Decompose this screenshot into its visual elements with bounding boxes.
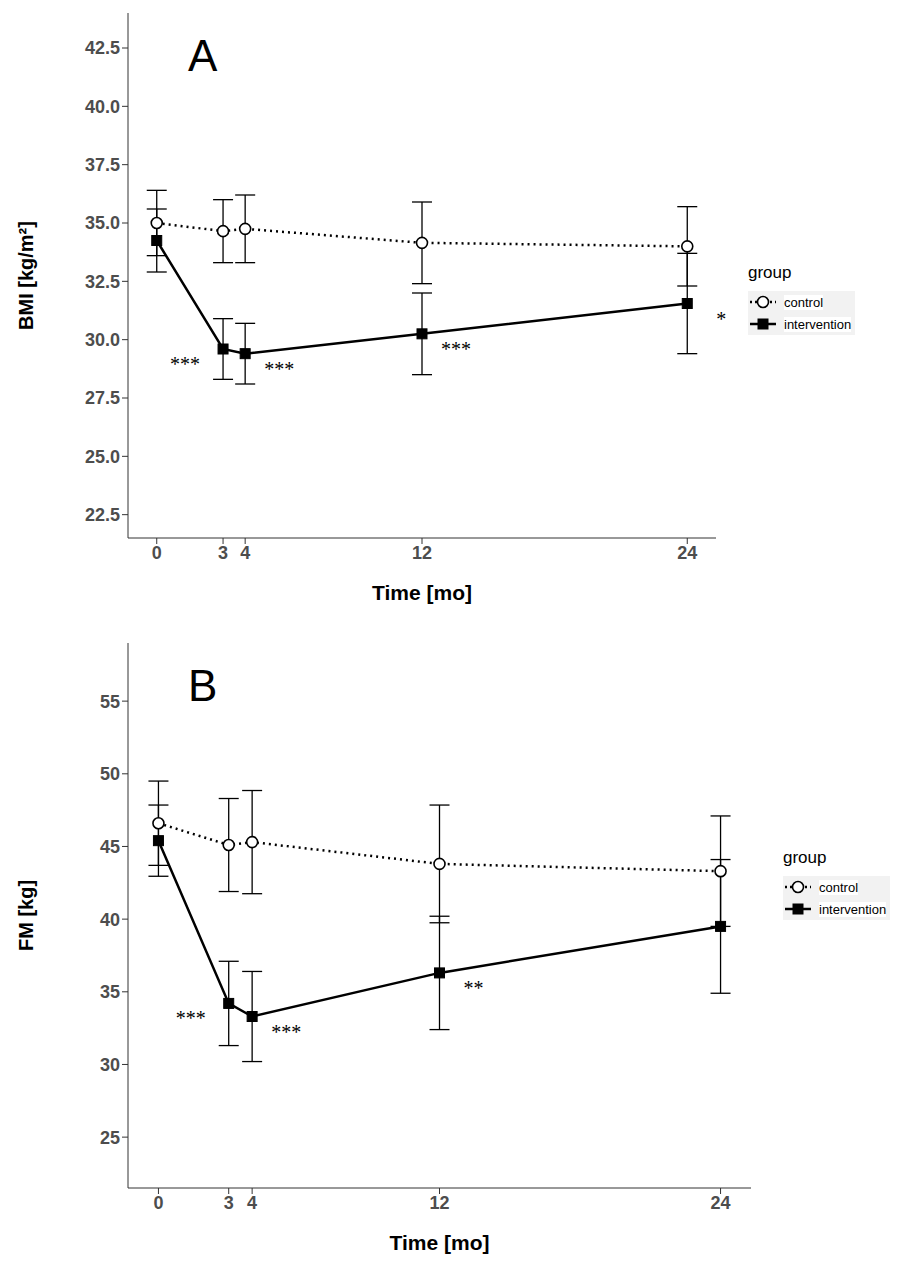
svg-text:50: 50 [100, 764, 120, 784]
svg-text:0: 0 [153, 1193, 163, 1213]
svg-text:4: 4 [240, 543, 250, 563]
svg-text:40.0: 40.0 [85, 97, 120, 117]
svg-text:Time [mo]: Time [mo] [372, 581, 472, 604]
html-text:control: control [819, 879, 858, 895]
svg-text:12: 12 [429, 1193, 449, 1213]
svg-text:25.0: 25.0 [85, 447, 120, 467]
svg-text:**: ** [464, 977, 484, 999]
html-text:control: control [784, 294, 823, 310]
html-text:B: B [188, 661, 218, 710]
svg-text:42.5: 42.5 [85, 38, 120, 58]
svg-text:32.5: 32.5 [85, 272, 120, 292]
svg-text:***: *** [264, 358, 294, 380]
html-text:A: A [188, 31, 218, 80]
svg-text:35.0: 35.0 [85, 213, 120, 233]
svg-text:25: 25 [100, 1128, 120, 1148]
html-text:intervention: intervention [784, 316, 852, 332]
svg-text:24: 24 [711, 1193, 731, 1213]
svg-text:FM [kg]: FM [kg] [15, 880, 37, 951]
svg-text:37.5: 37.5 [85, 155, 120, 175]
svg-text:12: 12 [412, 543, 432, 563]
svg-text:22.5: 22.5 [85, 505, 120, 525]
svg-text:***: *** [170, 353, 200, 375]
svg-text:24: 24 [677, 543, 697, 563]
svg-text:3: 3 [218, 543, 228, 563]
svg-text:55: 55 [100, 692, 120, 712]
svg-text:30.0: 30.0 [85, 330, 120, 350]
html-text:group: group [783, 848, 827, 867]
svg-text:35: 35 [100, 982, 120, 1002]
svg-text:3: 3 [224, 1193, 234, 1213]
html-text:group: group [748, 263, 792, 282]
html-text:intervention: intervention [819, 901, 887, 917]
svg-text:*: * [716, 308, 726, 330]
svg-text:30: 30 [100, 1055, 120, 1075]
svg-text:0: 0 [152, 543, 162, 563]
svg-text:BMI [kg/m²]: BMI [kg/m²] [15, 221, 37, 330]
svg-text:45: 45 [100, 837, 120, 857]
svg-text:4: 4 [247, 1193, 257, 1213]
svg-text:Time [mo]: Time [mo] [390, 1231, 490, 1254]
svg-text:40: 40 [100, 910, 120, 930]
svg-text:***: *** [271, 1021, 301, 1043]
svg-text:***: *** [176, 1007, 206, 1029]
svg-text:***: *** [441, 338, 471, 360]
svg-text:27.5: 27.5 [85, 388, 120, 408]
